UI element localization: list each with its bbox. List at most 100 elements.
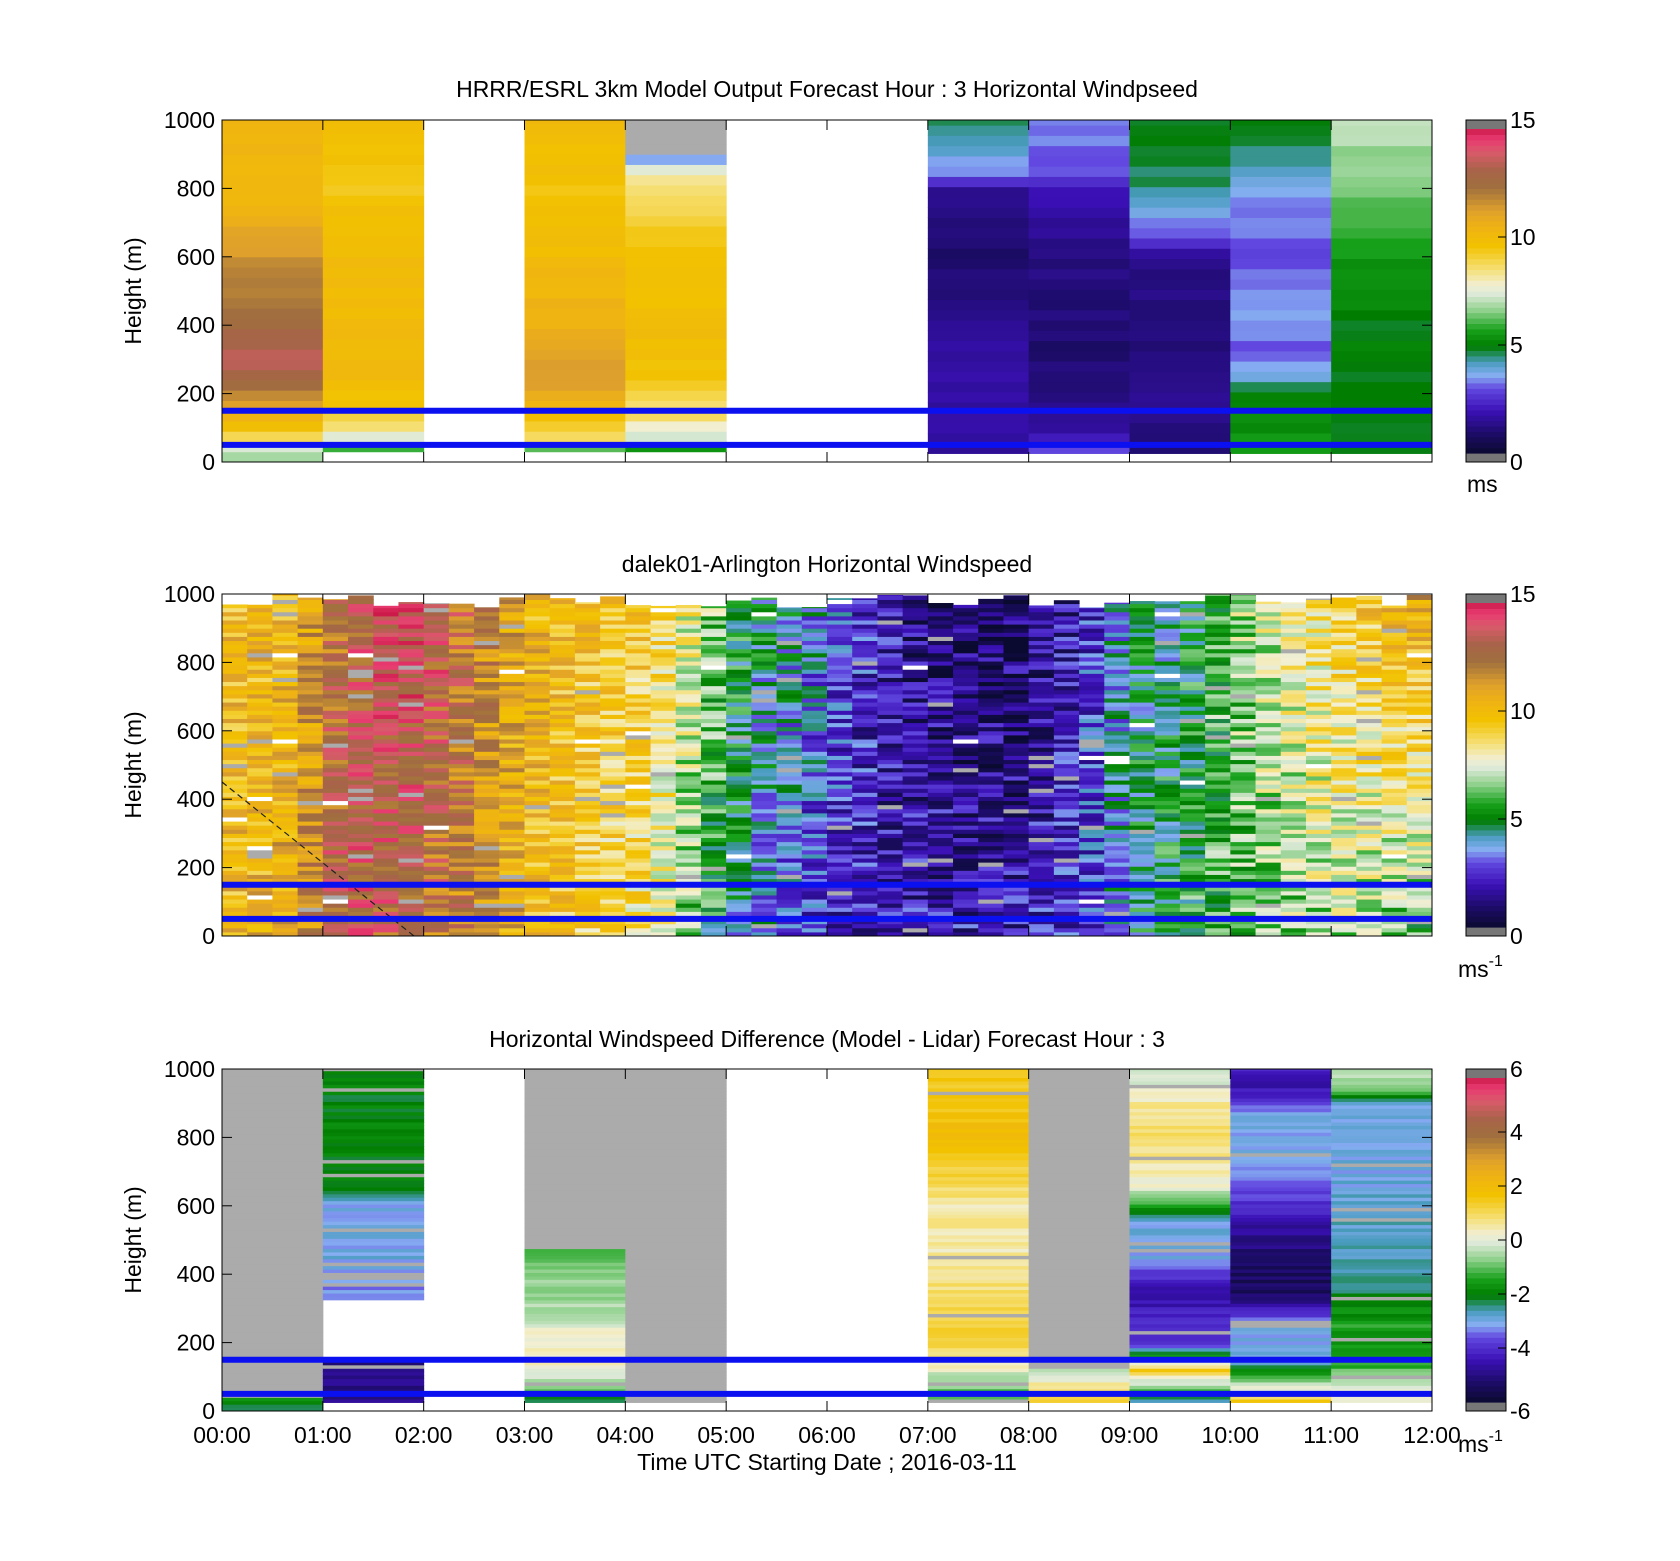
heatmap-cell [222,636,248,642]
heatmap-cell [322,726,349,732]
heatmap-cell [1053,603,1080,609]
heatmap-cell [549,718,576,724]
heatmap-cell [247,661,273,666]
heatmap-cell [953,784,979,789]
heatmap-cell [927,812,954,818]
heatmap-cell [827,747,853,752]
heatmap-cell [927,1395,1030,1400]
heatmap-cell [902,611,929,617]
heatmap-cell [776,858,803,863]
heatmap-cell [423,833,450,839]
heatmap-cell [448,775,475,781]
heatmap-cell [348,669,374,674]
heatmap-cell [373,894,399,900]
heatmap-cell [322,1255,425,1260]
colorbar-segment [1466,177,1506,184]
heatmap-cell [1381,693,1408,699]
heatmap-cell [1255,706,1282,711]
heatmap-cell [1280,665,1307,670]
heatmap-cell [700,862,727,867]
heatmap-cell [1230,775,1257,781]
heatmap-cell [1331,726,1357,732]
heatmap-cell [927,755,954,761]
colorbar-segment [1466,409,1506,416]
heatmap-cell [927,1310,1030,1315]
heatmap-cell [524,1251,626,1256]
heatmap-cell [1028,739,1055,744]
heatmap-cell [902,739,929,744]
heatmap-cell [801,800,828,806]
heatmap-cell [751,903,778,908]
heatmap-cell [448,784,475,789]
heatmap-cell [222,1291,324,1296]
heatmap-cell [474,673,500,678]
heatmap-cell [751,878,778,884]
heatmap-cell [574,845,601,851]
heatmap-cell [600,669,626,674]
heatmap-cell [1230,166,1332,177]
heatmap-cell [222,1407,324,1411]
heatmap-cell [1356,697,1383,703]
heatmap-cell [1129,603,1156,609]
heatmap-cell [1179,849,1206,855]
heatmap-cell [1381,825,1408,830]
heatmap-cell [902,767,929,773]
heatmap-cell [499,870,525,875]
heatmap-cell [827,907,853,912]
heatmap-cell [1406,714,1432,719]
heatmap-cell [1104,812,1130,818]
heatmap-cell [1305,862,1332,867]
heatmap-cell [423,648,450,654]
heatmap-cell [499,640,525,646]
heatmap-cell [1305,710,1332,715]
heatmap-cell [1230,816,1257,822]
heatmap-cell [222,771,248,777]
heatmap-cell [625,771,652,777]
heatmap-cell [222,899,248,904]
heatmap-cell [1255,800,1282,806]
heatmap-cell [348,615,374,621]
heatmap-cell [650,656,677,662]
heatmap-cell [751,669,778,674]
heatmap-cell [423,788,450,793]
heatmap-cell [927,1282,1030,1287]
heatmap-cell [726,755,752,761]
heatmap-cell [625,390,727,401]
heatmap-cell [499,661,525,666]
heatmap-cell [222,120,324,124]
heatmap-cell [801,927,828,933]
heatmap-cell [1104,697,1130,703]
heatmap-cell [448,759,475,765]
heatmap-cell [902,841,929,847]
heatmap-cell [1129,829,1156,834]
heatmap-cell [1154,743,1181,748]
heatmap-cell [348,837,374,843]
heatmap-cell [1305,804,1332,810]
heatmap-cell [322,1375,425,1380]
heatmap-cell [222,328,324,340]
heatmap-cell [247,784,273,789]
heatmap-cell [222,1219,324,1224]
heatmap-cell [1406,710,1432,715]
heatmap-cell [524,771,551,777]
heatmap-cell [524,886,551,892]
heatmap-cell [953,636,979,642]
heatmap-cell [927,330,1030,342]
heatmap-cell [1079,845,1105,851]
heatmap-cell [222,780,248,785]
heatmap-cell [1028,734,1055,740]
heatmap-cell [1230,677,1257,683]
heatmap-cell [953,718,979,724]
heatmap-cell [625,1262,727,1267]
heatmap-cell [852,661,878,666]
heatmap-cell [499,697,525,703]
heatmap-cell [625,1241,727,1246]
heatmap-cell [1356,849,1383,855]
heatmap-cell [1381,726,1408,732]
heatmap-cell [1003,656,1030,662]
heatmap-cell [373,862,399,867]
heatmap-cell [650,605,677,609]
heatmap-cell [1406,595,1432,600]
heatmap-cell [1028,615,1055,621]
heatmap-cell [927,381,1030,393]
